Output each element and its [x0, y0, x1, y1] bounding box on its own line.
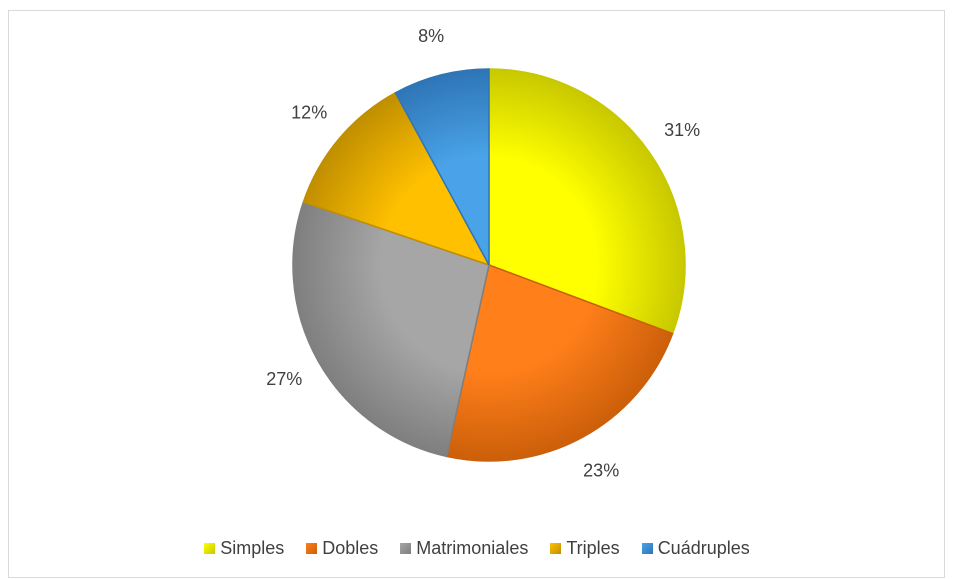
legend-label-matrimoniales: Matrimoniales: [416, 537, 529, 558]
legend-label-cuadruples: Cuádruples: [657, 537, 750, 558]
pie-slice-triples: [302, 91, 491, 267]
legend-item-matrimoniales: Matrimoniales: [400, 538, 528, 559]
legend-item-triples: Triples: [550, 537, 620, 559]
pie-slice-simples: [488, 68, 686, 335]
legend-swatch-dobles: [306, 542, 318, 554]
data-label-simples: 31%: [664, 120, 700, 140]
pie-slice-dobles: [445, 263, 674, 462]
pie-slice-cuadruples: [394, 68, 490, 266]
data-label-triples: 12%: [291, 102, 327, 122]
data-label-matrimoniales: 27%: [266, 369, 302, 389]
pie-slice-matrimoniales: [292, 201, 490, 458]
legend-label-triples: Triples: [566, 537, 620, 558]
legend-swatch-simples: [204, 542, 216, 554]
legend-swatch-cuadruples: [641, 542, 653, 554]
legend-item-simples: Simples: [204, 538, 284, 559]
data-label-cuadruples: 8%: [418, 26, 444, 46]
legend-label-dobles: Dobles: [322, 537, 379, 558]
data-label-dobles: 23%: [583, 460, 619, 480]
legend-item-cuadruples: Cuádruples: [641, 537, 750, 559]
legend-item-dobles: Dobles: [306, 538, 378, 559]
legend-label-simples: Simples: [220, 537, 285, 558]
legend-swatch-matrimoniales: [400, 542, 412, 554]
legend-swatch-triples: [550, 542, 562, 554]
legend: Simples Dobles Matrimoniales Triples Cuádrup…: [0, 528, 954, 568]
